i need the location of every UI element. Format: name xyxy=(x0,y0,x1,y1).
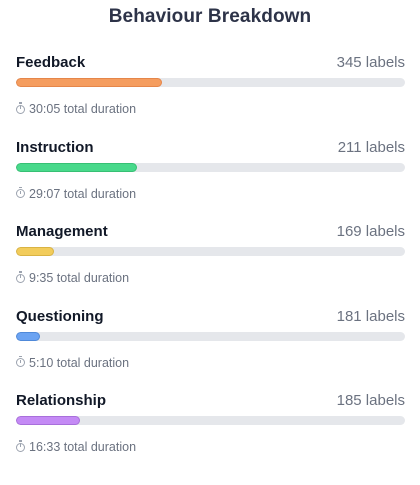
duration-text: 29:07 total duration xyxy=(29,186,137,201)
clock-icon xyxy=(16,186,25,198)
clock-icon xyxy=(16,102,25,114)
behaviour-name: Questioning xyxy=(16,307,104,325)
duration-row: 16:33 total duration xyxy=(16,440,136,454)
behaviour-name: Relationship xyxy=(16,392,107,409)
progress-track xyxy=(16,331,405,341)
label-count: 345 labels xyxy=(336,54,405,71)
clock-icon xyxy=(16,271,25,283)
progress-track xyxy=(16,162,405,172)
behaviour-list: Feedback 345 labels 30:05 total duration… xyxy=(16,54,405,477)
behaviour-name: Management xyxy=(16,223,108,240)
behaviour-item-feedback[interactable]: Feedback 345 labels 30:05 total duration xyxy=(16,54,405,139)
progress-fill xyxy=(16,331,40,341)
duration-row: 5:10 total duration xyxy=(16,356,129,370)
label-count: 169 labels xyxy=(336,223,405,240)
behaviour-name: Instruction xyxy=(16,138,94,156)
progress-track xyxy=(16,416,405,425)
duration-row: 9:35 total duration xyxy=(16,271,129,285)
behaviour-item-relationship[interactable]: Relationship 185 labels 16:33 total dura… xyxy=(16,392,405,477)
label-count: 181 labels xyxy=(336,307,405,325)
duration-row: 30:05 total duration xyxy=(16,102,136,116)
duration-text: 5:10 total duration xyxy=(29,355,130,370)
behaviour-name: Feedback xyxy=(16,54,86,71)
progress-fill xyxy=(16,162,137,172)
progress-track xyxy=(16,78,405,87)
progress-fill xyxy=(16,78,162,87)
duration-row: 29:07 total duration xyxy=(16,187,136,201)
progress-fill xyxy=(16,247,55,256)
clock-icon xyxy=(16,440,25,452)
behaviour-item-instruction[interactable]: Instruction 211 labels 29:07 total durat… xyxy=(16,139,405,224)
progress-track xyxy=(16,247,405,256)
progress-fill xyxy=(16,416,80,425)
duration-text: 9:35 total duration xyxy=(29,271,130,285)
behaviour-item-management[interactable]: Management 169 labels 9:35 total duratio… xyxy=(16,223,405,308)
clock-icon xyxy=(16,355,25,367)
behaviour-item-questioning[interactable]: Questioning 181 labels 5:10 total durati… xyxy=(16,308,405,393)
label-count: 211 labels xyxy=(337,138,405,156)
duration-text: 16:33 total duration xyxy=(29,440,137,454)
page-title: Behaviour Breakdown xyxy=(108,6,312,27)
duration-text: 30:05 total duration xyxy=(29,102,137,116)
label-count: 185 labels xyxy=(336,392,405,409)
